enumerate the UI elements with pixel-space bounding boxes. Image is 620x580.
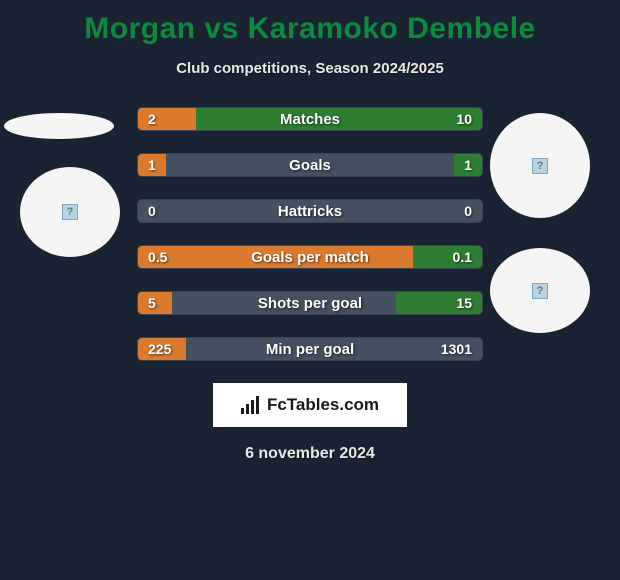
right-avatar-circle-1 (490, 113, 590, 218)
left-ellipse (4, 113, 114, 139)
bar-label: Min per goal (138, 338, 482, 360)
stat-row: 210Matches (137, 107, 483, 131)
bar-label: Goals (138, 154, 482, 176)
stat-row: 2251301Min per goal (137, 337, 483, 361)
page-title: Morgan vs Karamoko Dembele (0, 0, 620, 46)
stat-row: 11Goals (137, 153, 483, 177)
placeholder-icon (532, 158, 548, 174)
bar-label: Shots per goal (138, 292, 482, 314)
stat-row: 515Shots per goal (137, 291, 483, 315)
right-decorations (490, 107, 620, 333)
stat-row: 0.50.1Goals per match (137, 245, 483, 269)
date-text: 6 november 2024 (0, 445, 620, 463)
content-area: 210Matches 11Goals 00Hattricks 0.50.1Goals … (0, 107, 620, 463)
placeholder-icon (62, 204, 78, 220)
bar-label: Hattricks (138, 200, 482, 222)
left-decorations (0, 107, 120, 257)
right-avatar-circle-2 (490, 248, 590, 333)
brand-badge[interactable]: FcTables.com (213, 383, 407, 427)
bar-label: Goals per match (138, 246, 482, 268)
left-avatar-circle (20, 167, 120, 257)
placeholder-icon (532, 283, 548, 299)
brand-bars-icon (241, 396, 261, 414)
stat-row: 00Hattricks (137, 199, 483, 223)
comparison-bars: 210Matches 11Goals 00Hattricks 0.50.1Goals … (137, 107, 483, 361)
bar-label: Matches (138, 108, 482, 130)
brand-text: FcTables.com (267, 395, 379, 415)
page-subtitle: Club competitions, Season 2024/2025 (0, 60, 620, 77)
